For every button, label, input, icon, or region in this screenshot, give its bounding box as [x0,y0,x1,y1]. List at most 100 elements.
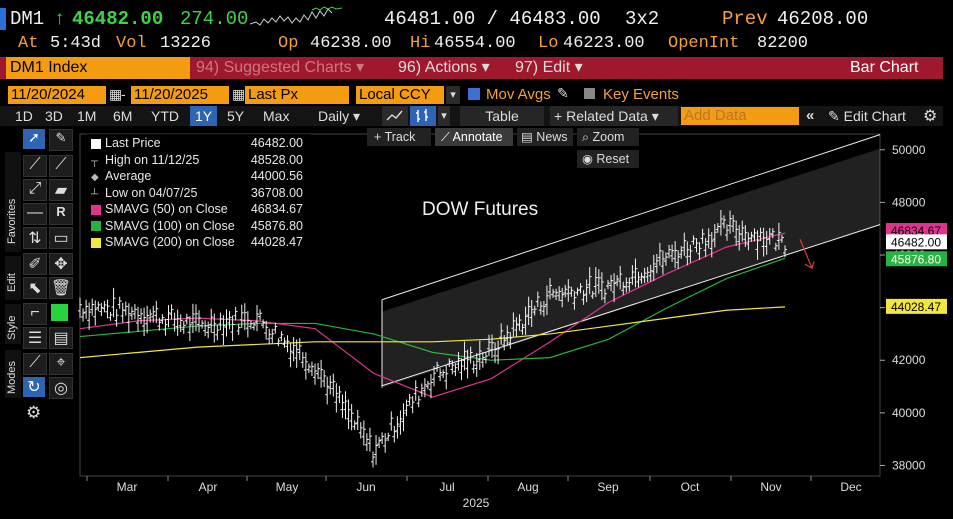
price-tag-label: 44028.47 [891,300,941,314]
snap-mode-icon[interactable]: ⌖ [49,353,73,375]
edit-tab[interactable]: Edit [5,256,21,300]
plus-icon: + [554,108,563,124]
x-tick-label: Apr [199,480,218,494]
pen-tool-icon[interactable]: ✎ [49,129,73,151]
edit-menu[interactable]: 97) Edit ▾ [515,57,583,79]
field-select[interactable]: Last Px [245,86,349,104]
suggested-charts-menu[interactable]: 94) Suggested Charts ▾ [196,57,364,79]
chevron-down-icon: ▾ [481,59,490,76]
tool-palette: Favorites Edit Style Modes [5,128,74,428]
horizontal-line-icon[interactable]: — [23,203,47,225]
period-button-3d[interactable]: 3D [45,108,63,124]
gear-icon[interactable]: ⚙ [26,403,42,422]
chevron-down-icon[interactable]: ▾ [446,86,460,104]
start-date-field[interactable]: 11/20/2024 [8,86,106,104]
palette-mode-icon[interactable]: ◎ [49,377,73,399]
price-chart[interactable]: 38000400004200044000460004800050000MarAp… [0,126,953,519]
line-style-icon[interactable]: ⌐ [23,303,47,325]
retracement-tool-icon[interactable]: R [49,203,73,225]
frequency-select[interactable]: Daily ▾ [318,108,360,125]
color-picker-icon[interactable] [51,304,68,321]
price-tag-bg [886,251,947,267]
period-button-6m[interactable]: 6M [113,108,133,124]
refresh-mode-icon[interactable]: ↻ [23,377,45,397]
actions-label: 96) Actions [398,59,478,76]
legend-row[interactable]: SMAVG (50) on Close 46834.67 [91,202,307,216]
legend-row[interactable]: ◆ Average 44000.56 [91,169,307,183]
key-events-label: Key Events [603,86,679,103]
mov-avgs-checkbox[interactable] [468,88,480,100]
chevron-down-icon: ▾ [356,59,365,76]
sma-line-1 [79,232,786,398]
reset-button[interactable]: ◉ Reset [577,150,639,168]
cursor-tool-icon[interactable]: ➚ [23,129,45,149]
period-button-1m[interactable]: 1M [77,108,97,124]
pencil-icon: ✎ [828,108,840,124]
suggested-charts-label: 94) Suggested Charts [196,59,352,76]
actions-menu[interactable]: 96) Actions ▾ [398,57,490,79]
legend-row[interactable]: Last Price 46482.00 [91,136,307,150]
crosshair-mode-icon[interactable]: ⟋ [23,353,47,375]
open-int-value: 82200 [757,34,809,53]
trendline-tool-icon[interactable]: ⟋ [23,155,47,177]
period-button-1y[interactable]: 1Y [190,106,218,126]
ray-tool-icon[interactable]: ⟋ [49,155,73,177]
annotate-button[interactable]: ⟋ Annotate [435,128,513,146]
calendar-icon[interactable]: ▦ [109,86,123,102]
security-marker [0,8,6,30]
chevron-down-icon[interactable]: ▾ [438,106,450,126]
legend-value: 48528.00 [250,152,303,167]
chart-annotation[interactable]: DOW Futures [422,199,539,220]
reset-label: Reset [596,152,630,166]
currency-select[interactable]: Local CCY [356,86,444,104]
volume: 13226 [160,34,212,53]
calendar-icon[interactable]: ▦ [232,86,246,102]
low-value: 46223.00 [563,34,645,53]
collapse-left-icon[interactable]: « [806,107,815,124]
select-tool-icon[interactable]: ⬉ [23,277,47,299]
period-button-1d[interactable]: 1D [15,108,33,124]
channel-tool-icon[interactable]: ▰ [49,179,73,201]
table-button[interactable]: Table [460,106,544,126]
period-button-max[interactable]: Max [263,108,290,124]
end-date-field[interactable]: 11/20/2025 [131,86,229,104]
high-label: Hi [410,34,431,53]
rectangle-tool-icon[interactable]: ▭ [49,227,73,249]
edit-chart-button[interactable]: ✎ Edit Chart [828,108,906,125]
legend-row[interactable]: SMAVG (100) on Close 45876.80 [91,219,307,233]
modes-tab[interactable]: Modes [5,350,21,398]
legend-row[interactable]: SMAVG (200) on Close 44028.47 [91,235,307,249]
prev-label: Prev [722,8,768,30]
search-icon: ⌕ [582,130,590,144]
key-events-checkbox[interactable] [584,88,595,99]
stat-marker-icon: ┴ [91,188,99,200]
trash-icon[interactable]: 🗑 [49,277,73,299]
favorites-tab[interactable]: Favorites [5,152,21,252]
period-button-5y[interactable]: 5Y [227,108,245,124]
date-range-separator: - [121,86,126,102]
legend-row[interactable]: ┬ High on 11/12/25 48528.00 [91,153,307,167]
move-tool-icon[interactable]: ✥ [49,253,73,275]
zoom-button[interactable]: ⌕ Zoom [577,128,639,146]
fill-style-icon[interactable]: ▤ [49,327,73,349]
track-button[interactable]: + Track [367,128,431,146]
legend-row[interactable]: ┴ Low on 04/07/25 36708.00 [91,186,307,200]
fibonacci-tool-icon[interactable]: ⇅ [23,227,47,249]
x-tick-label: Dec [840,480,861,494]
arrow-line-tool-icon[interactable]: ⤢ [23,179,47,201]
bar-chart-icon[interactable] [410,106,436,126]
edit-chart-label: Edit Chart [843,108,906,124]
security-field[interactable]: DM1 Index [6,57,190,79]
news-button[interactable]: ▤ News [517,128,573,146]
brush-tool-icon[interactable]: ✐ [23,253,47,275]
related-data-button[interactable]: + Related Data ▾ [550,106,678,126]
period-button-ytd[interactable]: YTD [151,108,179,124]
line-chart-icon[interactable] [382,106,408,126]
pencil-icon[interactable]: ✎ [557,85,569,101]
x-tick-label: Nov [760,480,781,494]
chart-legend[interactable]: Last Price 46482.00 ┬ High on 11/12/25 48528… [87,134,311,252]
add-data-input[interactable]: Add Data [681,107,799,125]
style-tab[interactable]: Style [5,304,21,344]
line-weight-icon[interactable]: ☰ [23,327,47,349]
gear-icon[interactable]: ⚙ [923,108,938,125]
